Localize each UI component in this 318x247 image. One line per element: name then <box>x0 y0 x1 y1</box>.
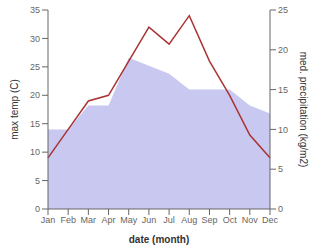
svg-text:med. precipitation (kg/m2): med. precipitation (kg/m2) <box>298 52 309 168</box>
svg-text:20: 20 <box>30 90 40 100</box>
svg-text:0: 0 <box>35 204 40 214</box>
svg-text:Sep: Sep <box>201 215 217 225</box>
svg-text:5: 5 <box>278 164 283 174</box>
svg-text:Dec: Dec <box>262 215 279 225</box>
svg-text:Mar: Mar <box>81 215 97 225</box>
svg-text:Nov: Nov <box>242 215 259 225</box>
svg-text:10: 10 <box>278 125 288 135</box>
svg-text:date (month): date (month) <box>129 234 190 245</box>
svg-text:20: 20 <box>278 45 288 55</box>
svg-text:0: 0 <box>278 204 283 214</box>
svg-text:15: 15 <box>30 119 40 129</box>
svg-text:Feb: Feb <box>60 215 76 225</box>
svg-text:25: 25 <box>30 62 40 72</box>
svg-text:max temp (C): max temp (C) <box>9 79 20 140</box>
svg-text:30: 30 <box>30 34 40 44</box>
svg-text:Apr: Apr <box>102 215 116 225</box>
svg-text:15: 15 <box>278 85 288 95</box>
svg-text:35: 35 <box>30 5 40 15</box>
svg-text:Oct: Oct <box>223 215 238 225</box>
svg-text:25: 25 <box>278 5 288 15</box>
svg-text:Jan: Jan <box>41 215 56 225</box>
svg-text:Jun: Jun <box>142 215 157 225</box>
svg-text:May: May <box>120 215 138 225</box>
svg-text:5: 5 <box>35 176 40 186</box>
svg-text:Jul: Jul <box>163 215 175 225</box>
svg-text:Aug: Aug <box>181 215 197 225</box>
svg-text:10: 10 <box>30 147 40 157</box>
